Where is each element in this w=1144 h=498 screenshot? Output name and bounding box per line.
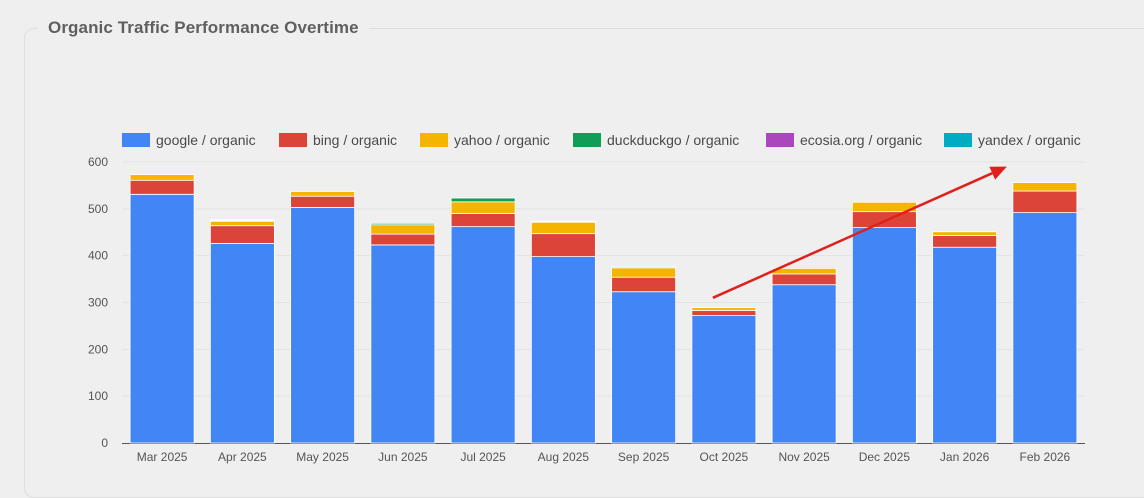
- legend-item[interactable]: yahoo / organic: [420, 132, 550, 148]
- panel-title: Organic Traffic Performance Overtime: [38, 18, 369, 38]
- legend-swatch: [122, 133, 150, 147]
- bar-segment[interactable]: [851, 227, 917, 444]
- bar-segment[interactable]: [691, 310, 757, 317]
- bar-segment[interactable]: [611, 276, 677, 293]
- x-tick-label: Aug 2025: [538, 450, 590, 464]
- y-axis-ticks: 0 100 200 300 400 500 600: [88, 155, 108, 450]
- x-tick-label: May 2025: [296, 450, 349, 464]
- bar-stack[interactable]: [771, 266, 837, 444]
- y-tick-label: 0: [101, 436, 108, 450]
- bar-segment[interactable]: [209, 225, 275, 244]
- legend-label: ecosia.org / organic: [800, 132, 922, 148]
- y-tick-label: 300: [88, 296, 108, 310]
- bar-stack[interactable]: [209, 219, 275, 444]
- bar-segment[interactable]: [1012, 190, 1078, 213]
- x-axis-ticks: Mar 2025 Apr 2025 May 2025 Jun 2025 Jul 2025…: [137, 450, 1071, 464]
- x-tick-label: Jan 2026: [940, 450, 990, 464]
- bar-segment[interactable]: [530, 221, 596, 235]
- bar-segment[interactable]: [932, 246, 998, 444]
- legend-swatch: [944, 133, 972, 147]
- bar-segment[interactable]: [771, 266, 837, 269]
- legend-label: yahoo / organic: [454, 132, 550, 148]
- legend-item[interactable]: duckduckgo / organic: [573, 132, 739, 148]
- bar-segment[interactable]: [370, 244, 436, 444]
- x-tick-label: Feb 2026: [1020, 450, 1071, 464]
- bar-segment[interactable]: [530, 220, 596, 223]
- bar-segment[interactable]: [129, 174, 195, 181]
- bar-stack[interactable]: [129, 174, 195, 444]
- bar-segment[interactable]: [771, 284, 837, 444]
- y-tick-label: 200: [88, 342, 108, 356]
- x-tick-label: Mar 2025: [137, 450, 188, 464]
- bar-stack[interactable]: [1012, 182, 1078, 444]
- bar-segment[interactable]: [932, 235, 998, 248]
- legend-label: yandex / organic: [978, 132, 1081, 148]
- bar-segment[interactable]: [1012, 212, 1078, 444]
- bar-segment[interactable]: [450, 213, 516, 228]
- bar-stack[interactable]: [851, 201, 917, 444]
- bar-segment[interactable]: [932, 231, 998, 236]
- bar-segment[interactable]: [771, 267, 837, 275]
- bar-segment[interactable]: [611, 266, 677, 269]
- bar-segment[interactable]: [691, 315, 757, 444]
- bar-stack[interactable]: [691, 307, 757, 444]
- x-tick-label: Jul 2025: [460, 450, 506, 464]
- y-tick-label: 400: [88, 249, 108, 263]
- legend-item[interactable]: bing / organic: [279, 132, 397, 148]
- bar-segment[interactable]: [370, 222, 436, 226]
- legend-label: duckduckgo / organic: [607, 132, 739, 148]
- y-tick-label: 600: [88, 155, 108, 169]
- bar-stack[interactable]: [450, 197, 516, 444]
- bar-segment[interactable]: [611, 291, 677, 444]
- x-tick-label: Jun 2025: [378, 450, 428, 464]
- bar-segment[interactable]: [290, 195, 356, 208]
- annotation-arrow-head: [989, 166, 1007, 180]
- bar-stacks: [129, 174, 1078, 444]
- bar-stack[interactable]: [370, 222, 436, 444]
- annotation-arrow-line: [712, 172, 993, 299]
- bar-segment[interactable]: [771, 273, 837, 286]
- bar-segment[interactable]: [450, 197, 516, 203]
- bar-segment[interactable]: [851, 211, 917, 228]
- legend-swatch: [279, 133, 307, 147]
- bar-segment[interactable]: [370, 224, 436, 235]
- x-tick-label: Nov 2025: [778, 450, 830, 464]
- bar-segment[interactable]: [450, 226, 516, 444]
- legend: google / organic bing / organic yahoo / or…: [122, 132, 1081, 148]
- bar-segment[interactable]: [209, 243, 275, 444]
- y-tick-label: 500: [88, 202, 108, 216]
- bar-stack[interactable]: [611, 266, 677, 444]
- annotations: [712, 166, 1007, 299]
- x-tick-label: Dec 2025: [859, 450, 911, 464]
- bar-stack[interactable]: [932, 231, 998, 444]
- legend-label: google / organic: [156, 132, 256, 148]
- bar-segment[interactable]: [530, 233, 596, 258]
- legend-item[interactable]: google / organic: [122, 132, 256, 148]
- bar-segment[interactable]: [691, 307, 757, 311]
- bar-stack[interactable]: [290, 191, 356, 444]
- bar-segment[interactable]: [129, 193, 195, 444]
- bar-segment[interactable]: [290, 191, 356, 197]
- y-tick-label: 100: [88, 389, 108, 403]
- x-tick-label: Apr 2025: [218, 450, 267, 464]
- bar-segment[interactable]: [530, 256, 596, 444]
- bar-segment[interactable]: [370, 233, 436, 246]
- bar-stack[interactable]: [530, 220, 596, 444]
- bar-segment[interactable]: [450, 201, 516, 214]
- bar-segment[interactable]: [611, 267, 677, 278]
- stacked-bar-chart: 0 100 200 300 400 500 600 Mar 2025 Apr 2025 May …: [88, 132, 1085, 464]
- bar-segment[interactable]: [209, 219, 275, 221]
- legend-label: bing / organic: [313, 132, 397, 148]
- legend-item[interactable]: ecosia.org / organic: [766, 132, 922, 148]
- bar-segment[interactable]: [1012, 182, 1078, 192]
- x-tick-label: Oct 2025: [700, 450, 749, 464]
- x-tick-label: Sep 2025: [618, 450, 670, 464]
- bar-segment[interactable]: [129, 179, 195, 195]
- grid-lines: [122, 161, 1085, 444]
- legend-swatch: [573, 133, 601, 147]
- bar-segment[interactable]: [290, 207, 356, 444]
- legend-swatch: [766, 133, 794, 147]
- legend-swatch: [420, 133, 448, 147]
- legend-item[interactable]: yandex / organic: [944, 132, 1081, 148]
